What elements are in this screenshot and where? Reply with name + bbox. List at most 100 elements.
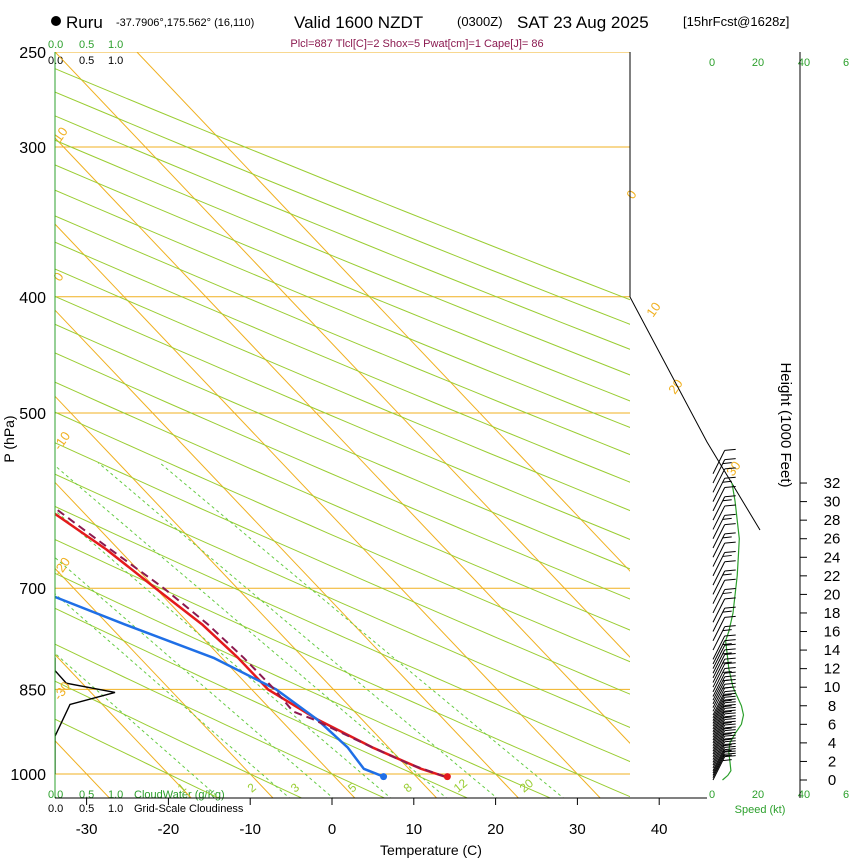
wind-barb [712, 671, 736, 697]
valid-time: Valid 1600 NZDT [294, 13, 423, 32]
cloudiness-profile [55, 657, 116, 774]
height-tick-label: 28 [824, 512, 841, 529]
wind-barb [712, 560, 736, 586]
wind-barb [712, 704, 736, 730]
wind-barb [712, 682, 736, 708]
wind-barb [712, 675, 736, 701]
speed-top-label: 40 [798, 57, 810, 69]
wind-barb [712, 648, 736, 674]
wind-barb [712, 745, 736, 771]
wind-barb [712, 639, 736, 665]
wind-barb [712, 706, 736, 732]
mixing-ratio-label: 20 [517, 776, 536, 796]
height-tick-label: 22 [824, 568, 841, 585]
wind-barb [712, 750, 736, 776]
wind-barb [712, 625, 736, 651]
forecast-date: SAT 23 Aug 2025 [517, 13, 649, 32]
speed-axis-title: Speed (kt) [735, 804, 786, 816]
pressure-tick-label: 300 [19, 140, 46, 157]
wind-barb [712, 550, 736, 577]
cloudwater-top-label: 1.0 [108, 39, 123, 51]
temperature-tick-label: 0 [328, 821, 336, 838]
speed-top-label: 6 [843, 57, 849, 69]
isotherm-60 [136, 52, 630, 572]
pressure-tick-label: 850 [19, 682, 46, 699]
cloudiness-label: Grid-Scale Cloudiness [134, 803, 244, 815]
cloudwater-top-label: 0.5 [79, 39, 94, 51]
mixing-ratio-line-12 [97, 462, 498, 798]
height-tick-label: 18 [824, 605, 841, 622]
wind-barb [712, 695, 736, 721]
cloudwater-top-label: 0.0 [48, 39, 63, 51]
wind-barb [712, 476, 736, 502]
dry-adiabat-line [55, 268, 630, 512]
wind-barb [712, 504, 736, 530]
isotherm-label: 0 [623, 187, 639, 202]
station-coords: -37.7906°,175.562° (16,110) [116, 17, 254, 29]
wind-barb [712, 690, 736, 716]
wind-barb [712, 720, 736, 746]
height-tick-label: 20 [824, 586, 841, 603]
temperature-tick-label: -20 [158, 821, 180, 838]
dry-adiabat-lines [55, 68, 630, 798]
wind-barb [712, 657, 736, 683]
cloudiness-top-label: 0.5 [79, 55, 94, 67]
isotherm-30 [55, 223, 601, 798]
dry-adiabat-line [55, 352, 630, 600]
dry-adiabat-line [55, 607, 469, 798]
mixing-ratio-label: 2 [245, 780, 259, 795]
wind-barb [712, 734, 736, 760]
surface-temperature-point [443, 773, 451, 781]
wind-barb [712, 606, 736, 632]
dry-adiabat-line [55, 473, 630, 728]
pressure-tick-label: 700 [19, 581, 46, 598]
speed-bottom-label: 0 [709, 789, 715, 801]
height-axis-title: Height (1000 Feet) [777, 362, 794, 487]
pressure-axis: 250 300 400 500 700 850 1000 [10, 45, 46, 784]
dry-adiabat-line [55, 164, 630, 402]
height-tick-label: 6 [828, 716, 836, 733]
forecast-run: [15hrFcst@1628z] [683, 14, 789, 29]
temperature-tick-label: -30 [76, 821, 98, 838]
dewpoint-line [55, 595, 384, 778]
mixing-ratio-line-8 [55, 465, 448, 798]
station-marker-icon [51, 16, 61, 26]
mixing-ratio-line-5 [55, 509, 392, 798]
speed-top-label: 0 [709, 57, 715, 69]
dry-adiabat-line [55, 68, 630, 301]
wind-barb [712, 458, 736, 484]
isotherm-label: 20 [665, 376, 686, 396]
wind-barb [712, 748, 736, 774]
pressure-tick-label: 500 [19, 406, 46, 423]
isotherm-40 [55, 137, 630, 744]
cloudiness-bottom-label: 0.0 [48, 803, 63, 815]
height-tick-label: 14 [824, 642, 841, 659]
dry-adiabat-line [55, 643, 386, 798]
mixing-ratio-line-3 [55, 556, 334, 798]
temperature-axis: -30 -20 -10 0 10 20 30 40 [76, 798, 668, 838]
wind-barb [712, 653, 736, 679]
wind-barb [712, 532, 736, 558]
mixing-ratio-label: 5 [345, 780, 359, 795]
pressure-tick-label: 400 [19, 290, 46, 307]
mixing-ratio-line-20 [159, 462, 565, 798]
isotherm-20 [55, 309, 520, 798]
wind-barb [712, 448, 736, 474]
cloudiness-bottom-label: 1.0 [108, 803, 123, 815]
dry-adiabat-line [55, 572, 552, 798]
isotherm-label: 10 [50, 124, 71, 144]
dry-adiabat-line [55, 680, 303, 798]
wind-barb [712, 717, 736, 744]
wind-barb [712, 495, 736, 521]
mixing-ratio-lines [55, 462, 565, 798]
parcel-line [55, 506, 446, 778]
wind-barb [712, 523, 736, 549]
isotherm--20 [55, 653, 192, 798]
dry-adiabat-line [55, 139, 630, 376]
wind-barb [712, 740, 736, 766]
wind-barb [712, 666, 736, 693]
dry-adiabat-line [55, 381, 630, 631]
height-tick-label: 30 [824, 494, 841, 511]
pressure-tick-label: 250 [19, 45, 46, 62]
surface-dewpoint-point [380, 773, 388, 781]
